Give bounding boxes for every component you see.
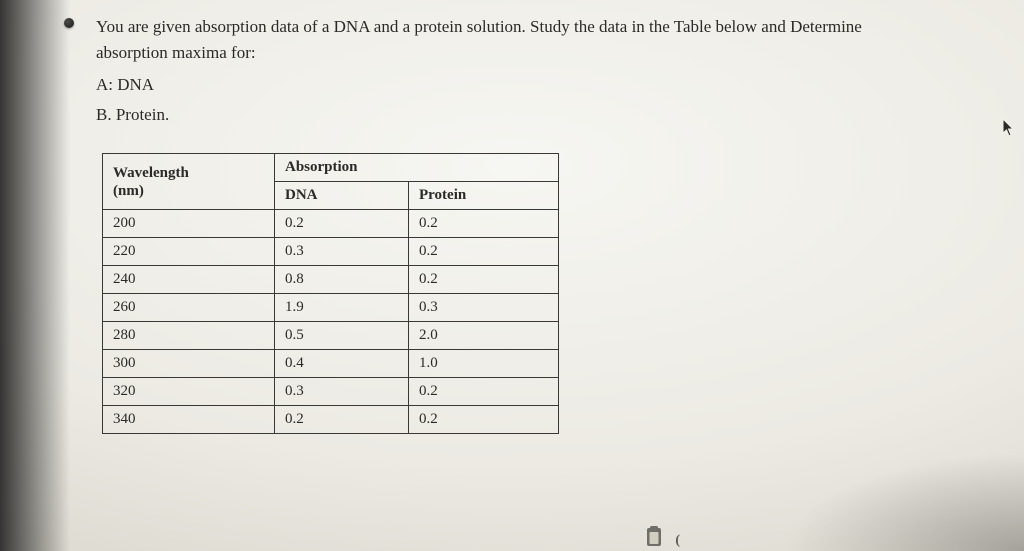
question-prompt-line2: absorption maxima for: [96,43,256,62]
cell-protein: 0.2 [409,266,559,294]
cell-wavelength: 260 [103,294,275,322]
cell-wavelength: 300 [103,350,275,378]
clipboard-icon [642,525,666,549]
cell-wavelength: 220 [103,238,275,266]
cell-wavelength: 340 [103,406,275,434]
document-body: You are given absorption data of a DNA a… [96,14,998,434]
question-prompt-line1: You are given absorption data of a DNA a… [96,17,862,36]
cursor-icon [1002,118,1016,138]
question-prompt: You are given absorption data of a DNA a… [96,14,998,65]
cell-dna: 0.2 [275,210,409,238]
table-row: 200 0.2 0.2 [103,210,559,238]
option-b: B. Protein. [96,105,998,125]
cell-dna: 0.5 [275,322,409,350]
option-a: A: DNA [96,75,998,95]
cell-dna: 0.3 [275,378,409,406]
table-body: 200 0.2 0.2 220 0.3 0.2 240 0.8 0.2 260 … [103,210,559,434]
cell-wavelength: 280 [103,322,275,350]
table-row: 280 0.5 2.0 [103,322,559,350]
cell-protein: 0.2 [409,378,559,406]
cell-dna: 0.3 [275,238,409,266]
cell-protein: 0.2 [409,406,559,434]
table-row: 220 0.3 0.2 [103,238,559,266]
table-row: 340 0.2 0.2 [103,406,559,434]
page-left-shadow [0,0,70,551]
cell-wavelength: 240 [103,266,275,294]
table-row: 320 0.3 0.2 [103,378,559,406]
cell-protein: 2.0 [409,322,559,350]
cell-wavelength: 320 [103,378,275,406]
clipboard-paren: ( [675,533,680,549]
cell-wavelength: 200 [103,210,275,238]
cell-protein: 1.0 [409,350,559,378]
page-bullet-dot [64,18,74,28]
absorption-table: Wavelength (nm) Absorption DNA Protein 2… [102,153,559,434]
cell-dna: 0.8 [275,266,409,294]
col-header-absorption: Absorption [275,154,559,182]
wavelength-label-line1: Wavelength [113,165,189,181]
table-row: 300 0.4 1.0 [103,350,559,378]
cell-dna: 0.2 [275,406,409,434]
cell-dna: 0.4 [275,350,409,378]
cell-dna: 1.9 [275,294,409,322]
cell-protein: 0.2 [409,238,559,266]
col-header-protein: Protein [409,182,559,210]
cell-protein: 0.3 [409,294,559,322]
col-header-dna: DNA [275,182,409,210]
col-header-wavelength: Wavelength (nm) [103,154,275,210]
table-row: 240 0.8 0.2 [103,266,559,294]
wavelength-label-line2: (nm) [113,183,144,199]
table-row: 260 1.9 0.3 [103,294,559,322]
cell-protein: 0.2 [409,210,559,238]
